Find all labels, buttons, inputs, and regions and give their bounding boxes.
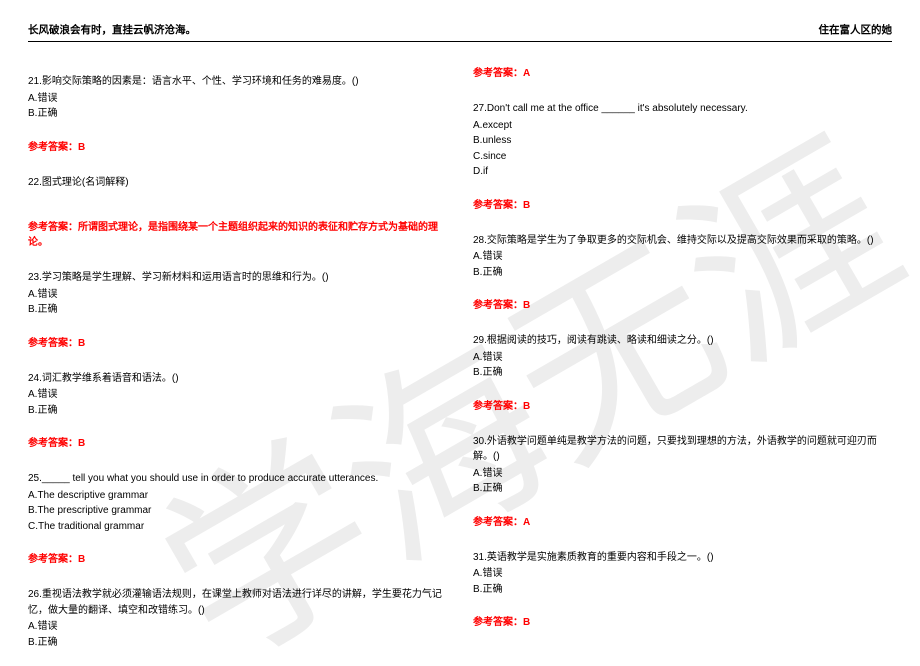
- question-21: 21.影响交际策略的因素是：语言水平、个性、学习环境和任务的难易度。() A.错…: [28, 74, 447, 122]
- question-23: 23.学习策略是学生理解、学习新材料和运用语言时的思维和行为。() A.错误 B…: [28, 270, 447, 318]
- q27-opt-c: C.since: [473, 149, 892, 165]
- q25-opt-c: C.The traditional grammar: [28, 519, 447, 535]
- q26-stem: 26.重视语法教学就必须灌输语法规则，在课堂上教师对语法进行详尽的讲解，学生要花…: [28, 587, 447, 618]
- header-left: 长风破浪会有时，直挂云帆济沧海。: [28, 22, 196, 37]
- q25-opt-a: A.The descriptive grammar: [28, 488, 447, 504]
- q23-opt-b: B.正确: [28, 302, 447, 318]
- q30-answer: 参考答案：A: [473, 513, 892, 528]
- q25-stem: 25._____ tell you what you should use in…: [28, 471, 447, 487]
- q31-opt-b: B.正确: [473, 582, 892, 598]
- question-22: 22.图式理论(名词解释): [28, 175, 447, 191]
- question-29: 29.根据阅读的技巧，阅读有跳读、略读和细读之分。() A.错误 B.正确: [473, 333, 892, 381]
- q23-stem: 23.学习策略是学生理解、学习新材料和运用语言时的思维和行为。(): [28, 270, 447, 286]
- q28-stem: 28.交际策略是学生为了争取更多的交际机会、维持交际以及提高交际效果而采取的策略…: [473, 233, 892, 249]
- q31-opt-a: A.错误: [473, 566, 892, 582]
- q27-opt-a: A.except: [473, 118, 892, 134]
- q21-opt-a: A.错误: [28, 91, 447, 107]
- q24-opt-a: A.错误: [28, 387, 447, 403]
- q28-opt-b: B.正确: [473, 265, 892, 281]
- q25-opt-b: B.The prescriptive grammar: [28, 503, 447, 519]
- q30-opt-b: B.正确: [473, 481, 892, 497]
- q21-opt-b: B.正确: [28, 106, 447, 122]
- q29-stem: 29.根据阅读的技巧，阅读有跳读、略读和细读之分。(): [473, 333, 892, 349]
- q23-opt-a: A.错误: [28, 287, 447, 303]
- question-25: 25._____ tell you what you should use in…: [28, 471, 447, 534]
- q27-answer: 参考答案：B: [473, 196, 892, 211]
- header-right: 住在富人区的她: [819, 22, 893, 37]
- page-header: 长风破浪会有时，直挂云帆济沧海。 住在富人区的她: [28, 22, 892, 42]
- q26-opt-a: A.错误: [28, 619, 447, 635]
- q31-stem: 31.英语教学是实施素质教育的重要内容和手段之一。(): [473, 550, 892, 566]
- q23-answer: 参考答案：B: [28, 334, 447, 349]
- q29-opt-a: A.错误: [473, 350, 892, 366]
- question-27: 27.Don't call me at the office ______ it…: [473, 101, 892, 180]
- q21-stem: 21.影响交际策略的因素是：语言水平、个性、学习环境和任务的难易度。(): [28, 74, 447, 90]
- prev-answer: 参考答案：A: [473, 64, 892, 79]
- q25-answer: 参考答案：B: [28, 550, 447, 565]
- question-24: 24.词汇教学维系着语音和语法。() A.错误 B.正确: [28, 371, 447, 419]
- q27-opt-d: D.if: [473, 164, 892, 180]
- question-31: 31.英语教学是实施素质教育的重要内容和手段之一。() A.错误 B.正确: [473, 550, 892, 598]
- question-26: 26.重视语法教学就必须灌输语法规则，在课堂上教师对语法进行详尽的讲解，学生要花…: [28, 587, 447, 650]
- q22-stem: 22.图式理论(名词解释): [28, 175, 447, 191]
- q30-opt-a: A.错误: [473, 466, 892, 482]
- q24-stem: 24.词汇教学维系着语音和语法。(): [28, 371, 447, 387]
- q28-opt-a: A.错误: [473, 249, 892, 265]
- q27-stem: 27.Don't call me at the office ______ it…: [473, 101, 892, 117]
- right-column: 参考答案：A 27.Don't call me at the office __…: [473, 60, 892, 666]
- question-28: 28.交际策略是学生为了争取更多的交际机会、维持交际以及提高交际效果而采取的策略…: [473, 233, 892, 281]
- q24-answer: 参考答案：B: [28, 434, 447, 449]
- q29-answer: 参考答案：B: [473, 397, 892, 412]
- q27-opt-b: B.unless: [473, 133, 892, 149]
- question-30: 30.外语教学问题单纯是教学方法的问题，只要找到理想的方法，外语教学的问题就可迎…: [473, 434, 892, 497]
- q26-opt-b: B.正确: [28, 635, 447, 651]
- q31-answer: 参考答案：B: [473, 613, 892, 628]
- q22-answer: 参考答案：所谓图式理论，是指围绕某一个主题组织起来的知识的表征和贮存方式为基础的…: [28, 218, 447, 248]
- q28-answer: 参考答案：B: [473, 296, 892, 311]
- page: 长风破浪会有时，直挂云帆济沧海。 住在富人区的她 21.影响交际策略的因素是：语…: [0, 0, 920, 666]
- columns: 21.影响交际策略的因素是：语言水平、个性、学习环境和任务的难易度。() A.错…: [28, 60, 892, 666]
- q24-opt-b: B.正确: [28, 403, 447, 419]
- q30-stem: 30.外语教学问题单纯是教学方法的问题，只要找到理想的方法，外语教学的问题就可迎…: [473, 434, 892, 465]
- q21-answer: 参考答案：B: [28, 138, 447, 153]
- q29-opt-b: B.正确: [473, 365, 892, 381]
- left-column: 21.影响交际策略的因素是：语言水平、个性、学习环境和任务的难易度。() A.错…: [28, 60, 447, 666]
